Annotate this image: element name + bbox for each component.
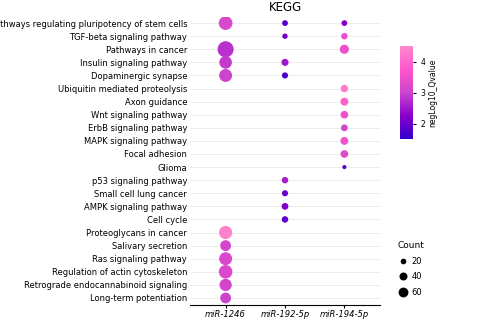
Legend: 20, 40, 60: 20, 40, 60 <box>394 238 427 300</box>
Point <box>340 138 348 144</box>
Point <box>222 269 230 274</box>
Point <box>222 230 230 235</box>
Point <box>340 125 348 130</box>
Point <box>340 151 348 157</box>
Point <box>281 204 289 209</box>
Point <box>340 99 348 104</box>
Point <box>281 73 289 78</box>
Point <box>340 86 348 91</box>
Y-axis label: negLog10_Qvalue: negLog10_Qvalue <box>428 59 437 127</box>
Point <box>222 60 230 65</box>
Point <box>222 295 230 301</box>
Title: KEGG: KEGG <box>268 1 302 14</box>
Point <box>222 21 230 26</box>
Point <box>281 177 289 183</box>
Point <box>222 243 230 248</box>
Point <box>340 165 348 170</box>
Point <box>222 256 230 261</box>
Point <box>281 217 289 222</box>
Point <box>281 21 289 26</box>
Point <box>340 47 348 52</box>
Point <box>281 33 289 39</box>
Point <box>281 60 289 65</box>
Point <box>281 191 289 196</box>
Point <box>222 282 230 288</box>
Point <box>340 112 348 118</box>
Point <box>340 33 348 39</box>
Point <box>340 21 348 26</box>
Point <box>222 73 230 78</box>
Point <box>222 47 230 52</box>
